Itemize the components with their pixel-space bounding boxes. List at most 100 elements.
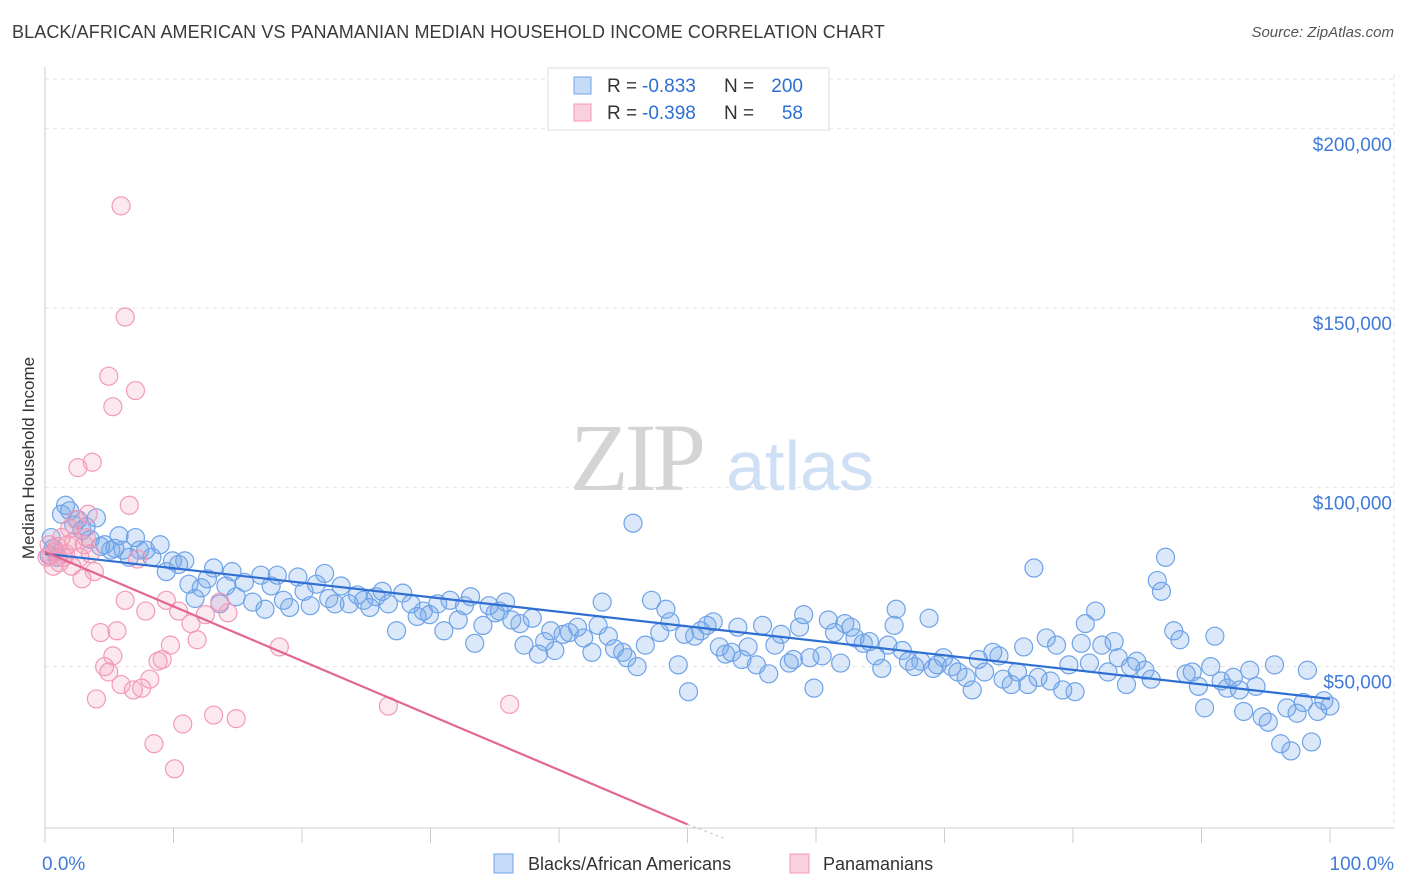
point-panamanians [111, 196, 131, 216]
point-panamanians [86, 689, 107, 709]
point-panamanians [218, 603, 238, 623]
trend-line-blacks-african-americans [44, 552, 1331, 701]
point-blacks-african-americans [1182, 662, 1202, 682]
point-blacks-african-americans [1046, 635, 1067, 655]
point-blacks-african-americans [360, 597, 380, 618]
point-blacks-african-americans [974, 662, 995, 682]
point-blacks-african-americans [1086, 601, 1106, 621]
point-blacks-african-americans [841, 617, 861, 637]
y-tick-label: $100,000 [1313, 493, 1392, 514]
point-blacks-african-americans [300, 596, 320, 616]
point-blacks-african-americans [545, 640, 565, 661]
point-blacks-african-americans [528, 644, 549, 664]
point-blacks-african-americans [510, 614, 530, 634]
point-panamanians [187, 630, 207, 650]
series-legend: Blacks/African Americans Panamanians [493, 853, 933, 874]
point-blacks-african-americans [1234, 701, 1254, 722]
point-blacks-african-americans [465, 633, 485, 653]
point-panamanians [144, 734, 164, 754]
point-panamanians [164, 759, 185, 779]
point-blacks-african-americans [592, 592, 612, 612]
point-blacks-african-americans [660, 612, 680, 632]
stats-legend-r-label-2: R = [607, 103, 637, 124]
point-blacks-african-americans [1223, 667, 1243, 688]
point-blacks-african-americans [1246, 676, 1266, 696]
point-blacks-african-americans [1188, 676, 1209, 696]
source-label: Source: ZipAtlas.com [1251, 24, 1394, 41]
point-blacks-african-americans [1320, 696, 1340, 716]
point-blacks-african-americans [514, 635, 534, 655]
x-tick-label: 0.0% [42, 854, 85, 875]
point-panamanians [103, 646, 123, 666]
point-blacks-african-americans [185, 588, 205, 609]
stats-legend-r-value-2: -0.398 [642, 103, 696, 124]
point-blacks-african-americans [567, 617, 588, 637]
point-blacks-african-americans [656, 599, 676, 619]
point-blacks-african-americans [325, 594, 345, 614]
point-panamanians [76, 527, 96, 548]
point-blacks-african-americans [623, 513, 643, 533]
point-blacks-african-americans [1071, 633, 1091, 653]
point-blacks-african-americans [1271, 734, 1291, 754]
point-blacks-african-americans [1155, 547, 1176, 567]
point-panamanians [136, 601, 156, 621]
point-blacks-african-americans [641, 590, 662, 610]
trend-line-panamanians [44, 550, 688, 826]
point-blacks-african-americans [627, 657, 647, 677]
point-blacks-african-americans [1053, 680, 1073, 700]
point-panamanians [160, 635, 181, 655]
point-panamanians [173, 714, 193, 734]
point-blacks-african-americans [280, 597, 300, 618]
point-blacks-african-americans [1281, 741, 1301, 761]
stats-legend-r-value-1: -0.833 [642, 76, 696, 97]
point-blacks-african-americans [95, 535, 115, 555]
data-points [37, 196, 1340, 779]
point-blacks-african-americans [942, 657, 962, 677]
stats-legend-n-value-2: 58 [782, 103, 803, 124]
point-blacks-african-americans [1116, 674, 1137, 695]
point-panamanians [125, 380, 146, 401]
point-blacks-african-americans [261, 576, 281, 596]
chart-title: BLACK/AFRICAN AMERICAN VS PANAMANIAN MED… [12, 22, 885, 42]
stats-legend-n-label-1: N = [724, 76, 754, 97]
point-blacks-african-americans [1297, 660, 1317, 680]
point-blacks-african-americans [800, 648, 820, 668]
point-blacks-african-americans [1205, 626, 1225, 646]
point-blacks-african-americans [109, 526, 129, 546]
y-tick-label: $150,000 [1313, 314, 1392, 335]
point-panamanians [68, 458, 88, 478]
point-blacks-african-americans [905, 657, 925, 677]
series-legend-label-pink: Panamanians [823, 854, 933, 874]
watermark-zip: ZIP [570, 404, 703, 511]
series-legend-swatch-blue [493, 853, 514, 874]
y-tick-label: $200,000 [1313, 135, 1392, 156]
point-panamanians [152, 649, 172, 670]
point-blacks-african-americans [243, 592, 263, 612]
trend-line-panamanians-extension [687, 823, 724, 839]
point-blacks-african-americans [1147, 570, 1167, 591]
point-panamanians [500, 694, 520, 714]
point-blacks-african-americans [582, 642, 602, 662]
point-blacks-african-americans [448, 610, 468, 630]
point-panamanians [58, 535, 78, 555]
series-legend-label-blue: Blacks/African Americans [528, 854, 731, 874]
point-blacks-african-americans [812, 646, 832, 666]
point-blacks-african-americans [1252, 707, 1272, 727]
point-blacks-african-americans [771, 624, 791, 644]
point-blacks-african-americans [752, 615, 773, 636]
x-tick-labels: 0.0% 100.0% [42, 854, 1394, 875]
watermark: ZIP atlas [570, 404, 874, 511]
point-blacks-african-americans [434, 621, 454, 641]
point-panamanians [82, 452, 102, 472]
point-blacks-african-americans [1308, 701, 1328, 722]
point-blacks-african-americans [378, 594, 398, 614]
point-blacks-african-americans [804, 678, 824, 698]
point-panamanians [203, 705, 224, 725]
point-blacks-african-americans [574, 628, 594, 648]
point-panamanians [210, 592, 230, 612]
point-panamanians [111, 674, 131, 695]
point-blacks-african-americans [1065, 682, 1085, 702]
point-blacks-african-americans [919, 608, 939, 628]
point-blacks-african-americans [789, 617, 810, 637]
